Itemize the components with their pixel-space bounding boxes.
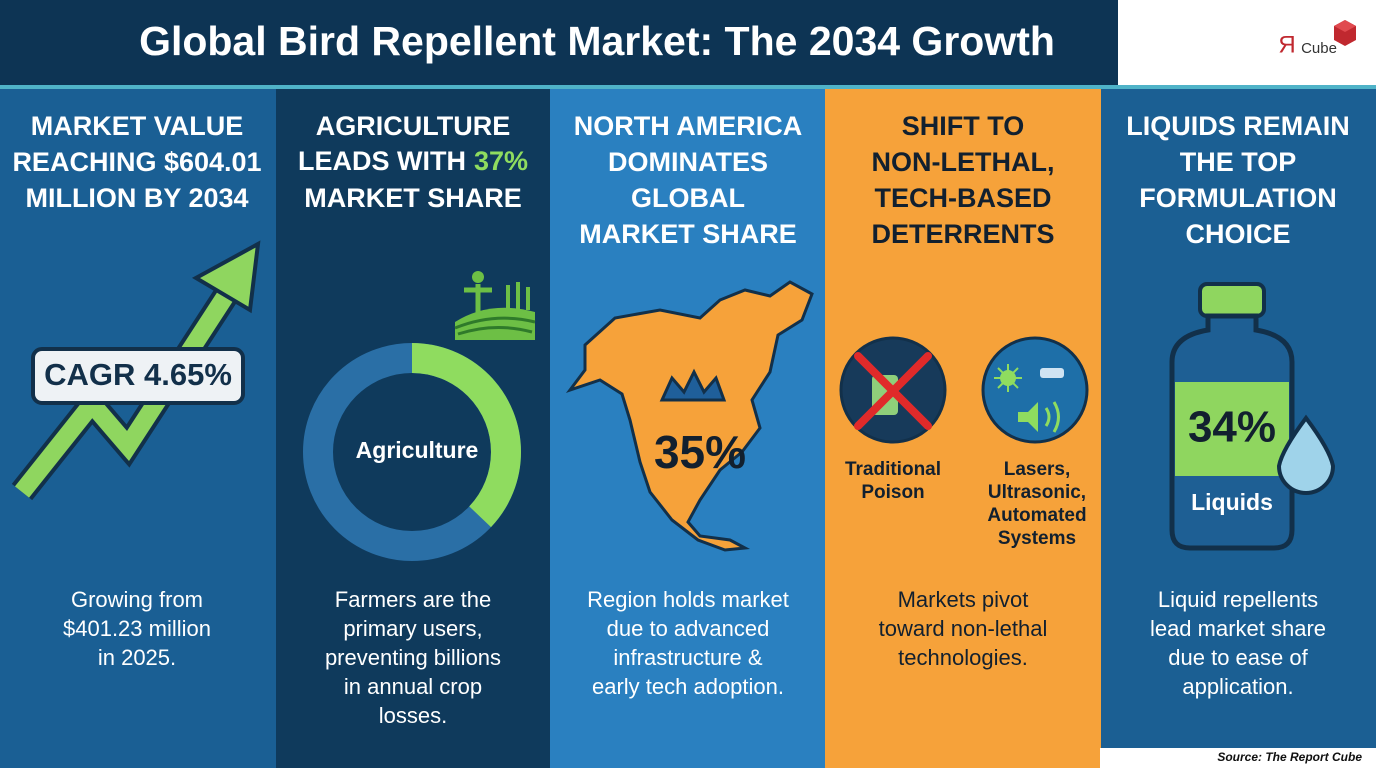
panel-heading: CHOICE: [1185, 219, 1290, 249]
donut-arc: [303, 343, 521, 561]
panel-heading: AGRICULTURE: [316, 111, 510, 141]
panel-heading: MARKET SHARE: [579, 219, 797, 249]
icon-label: Poison: [861, 482, 924, 503]
panel-heading: LEADS WITH 37%: [298, 146, 528, 176]
logo-cube-top: [1334, 20, 1356, 32]
bottle-label: [1175, 382, 1289, 476]
region-share: 35%: [654, 426, 746, 478]
panel-heading: NON-LETHAL,: [872, 147, 1055, 177]
logo-box: [1118, 0, 1376, 85]
speaker-icon: [1018, 402, 1038, 432]
icon-label: Traditional: [845, 459, 941, 480]
droplet: [1276, 414, 1336, 495]
panel-body: Markets pivot: [898, 587, 1029, 612]
north-america-map: [565, 280, 814, 552]
prohibit-cross: [854, 352, 932, 430]
donut-label: Agriculture: [356, 437, 479, 463]
panel-heading-highlight: 37%: [474, 146, 528, 176]
panel-heading: GLOBAL: [631, 183, 745, 213]
crops: [506, 282, 530, 310]
panel-body: technologies.: [898, 645, 1028, 670]
panel-heading: TECH-BASED: [874, 183, 1051, 213]
panel-heading: DOMINATES: [608, 147, 768, 177]
panel-body: due to advanced: [607, 616, 770, 641]
liquid-label: Liquids: [1191, 489, 1273, 515]
panel-heading-part: LEADS WITH: [298, 146, 466, 176]
title: Global Bird Repellent Market: The 2034 G…: [139, 18, 1055, 64]
panel-body: primary users,: [343, 616, 482, 641]
cagr-text: CAGR 4.65%: [44, 357, 232, 392]
farm-rows: [454, 316, 536, 336]
panel-body: infrastructure &: [613, 645, 762, 670]
header-bar: [0, 0, 1118, 86]
source: Source: The Report Cube: [1217, 750, 1362, 764]
scarecrow-body: [464, 284, 492, 318]
drone-icon: [1040, 368, 1064, 378]
panel-heading: REACHING $604.01: [12, 147, 261, 177]
panel-body: due to ease of: [1168, 645, 1308, 670]
liquid-share: 34%: [1188, 403, 1276, 452]
panel-heading: MILLION BY 2034: [25, 183, 248, 213]
panel-body: Liquid repellents: [1158, 587, 1318, 612]
laser-rays: [994, 364, 1022, 392]
panel-heading: MARKET VALUE: [31, 111, 244, 141]
panel-body: in annual crop: [344, 674, 482, 699]
logo-text: Cube: [1301, 40, 1337, 57]
icon-label: Systems: [998, 528, 1076, 549]
panel-body: Region holds market: [587, 587, 789, 612]
panel-body: Farmers are the: [335, 587, 492, 612]
panel-heading: THE TOP: [1180, 147, 1297, 177]
panel-heading: NORTH AMERICA: [574, 111, 803, 141]
panel-body: application.: [1182, 674, 1293, 699]
panel-heading: LIQUIDS REMAIN: [1126, 111, 1350, 141]
panel-body: in 2025.: [98, 645, 176, 670]
logo-mark: Я: [1278, 31, 1295, 58]
sound-waves: [1044, 401, 1060, 433]
cagr-badge: [31, 347, 245, 405]
panel-body: lead market share: [1150, 616, 1326, 641]
crown: [659, 368, 727, 402]
growth-arrow-head: [191, 240, 261, 314]
icon-label: Automated: [987, 505, 1086, 526]
scarecrow-head: [472, 271, 484, 283]
icon-label: Ultrasonic,: [988, 482, 1086, 503]
panel-body: toward non-lethal: [879, 616, 1048, 641]
panel-body: Growing from: [71, 587, 203, 612]
panel-heading: FORMULATION: [1139, 183, 1336, 213]
panel-heading: SHIFT TO: [902, 111, 1025, 141]
panel-body: preventing billions: [325, 645, 501, 670]
source-box: [1100, 748, 1376, 768]
panel-body: $401.23 million: [63, 616, 211, 641]
panel-heading: MARKET SHARE: [304, 183, 522, 213]
icon-label: Lasers,: [1004, 459, 1071, 480]
bottle-cap: [1198, 282, 1266, 318]
header-rule: [0, 85, 1376, 89]
farm-field: [455, 307, 535, 340]
panel-body: early tech adoption.: [592, 674, 784, 699]
panel-body: losses.: [379, 703, 447, 728]
panel-heading: DETERRENTS: [871, 219, 1054, 249]
